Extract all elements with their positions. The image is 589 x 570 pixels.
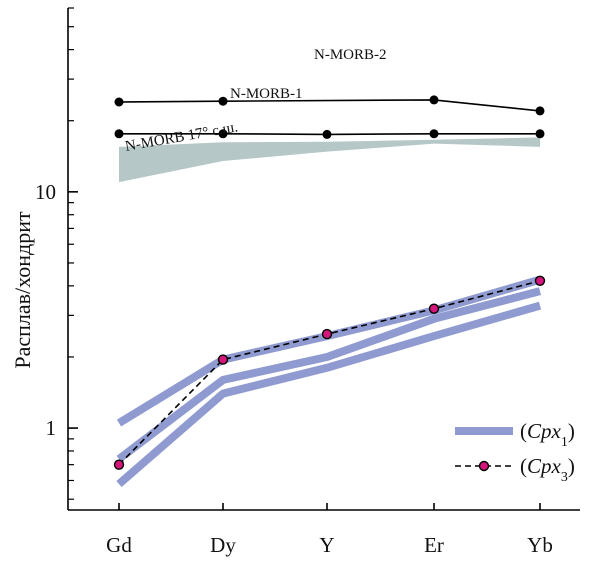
cpx1-line-2 <box>116 287 542 463</box>
legend: (Cpx1) (Cpx3) <box>455 419 575 485</box>
n-morb-1-label: N-MORB-1 <box>230 86 303 102</box>
reference-lines-layer <box>114 95 545 139</box>
n-morb-2-point <box>535 106 545 116</box>
cpx3-point <box>217 354 229 365</box>
cpx3-point <box>534 275 546 286</box>
cpx3-point <box>113 459 125 470</box>
cpx3-point <box>428 303 440 314</box>
legend-cpx1-label: (Cpx1) <box>520 419 575 450</box>
x-tick-label: Er <box>424 533 444 557</box>
n-morb-1-point <box>218 129 228 139</box>
n-morb-1-point <box>535 129 545 139</box>
cpx1-line-3 <box>116 301 542 488</box>
y-tick-label: 1 <box>46 416 57 440</box>
n-morb-2-point <box>429 95 439 105</box>
cpx1-line-1 <box>116 275 542 427</box>
x-tick-label: Yb <box>527 533 553 557</box>
n-morb-17n-band <box>119 137 540 183</box>
y-tick-label: 10 <box>35 180 56 204</box>
n-morb-1-point <box>429 129 439 139</box>
n-morb-2-label: N-MORB-2 <box>314 47 387 63</box>
band-layer <box>119 137 540 183</box>
n-morb-1-point <box>114 129 124 139</box>
series-layer <box>113 275 546 488</box>
x-tick-label: Gd <box>106 533 132 557</box>
x-tick-label: Dy <box>210 533 236 557</box>
n-morb-2-point <box>114 97 124 107</box>
n-morb-2-line <box>118 99 541 112</box>
cpx3-point <box>321 328 333 340</box>
y-axis-label: Расплав/хондрит <box>10 211 35 369</box>
n-morb-1-point <box>322 129 332 139</box>
x-tick-label: Y <box>319 533 334 557</box>
legend-cpx3-marker <box>478 460 490 472</box>
n-morb-2-point <box>218 96 228 106</box>
legend-cpx3-label: (Cpx3) <box>520 454 575 485</box>
